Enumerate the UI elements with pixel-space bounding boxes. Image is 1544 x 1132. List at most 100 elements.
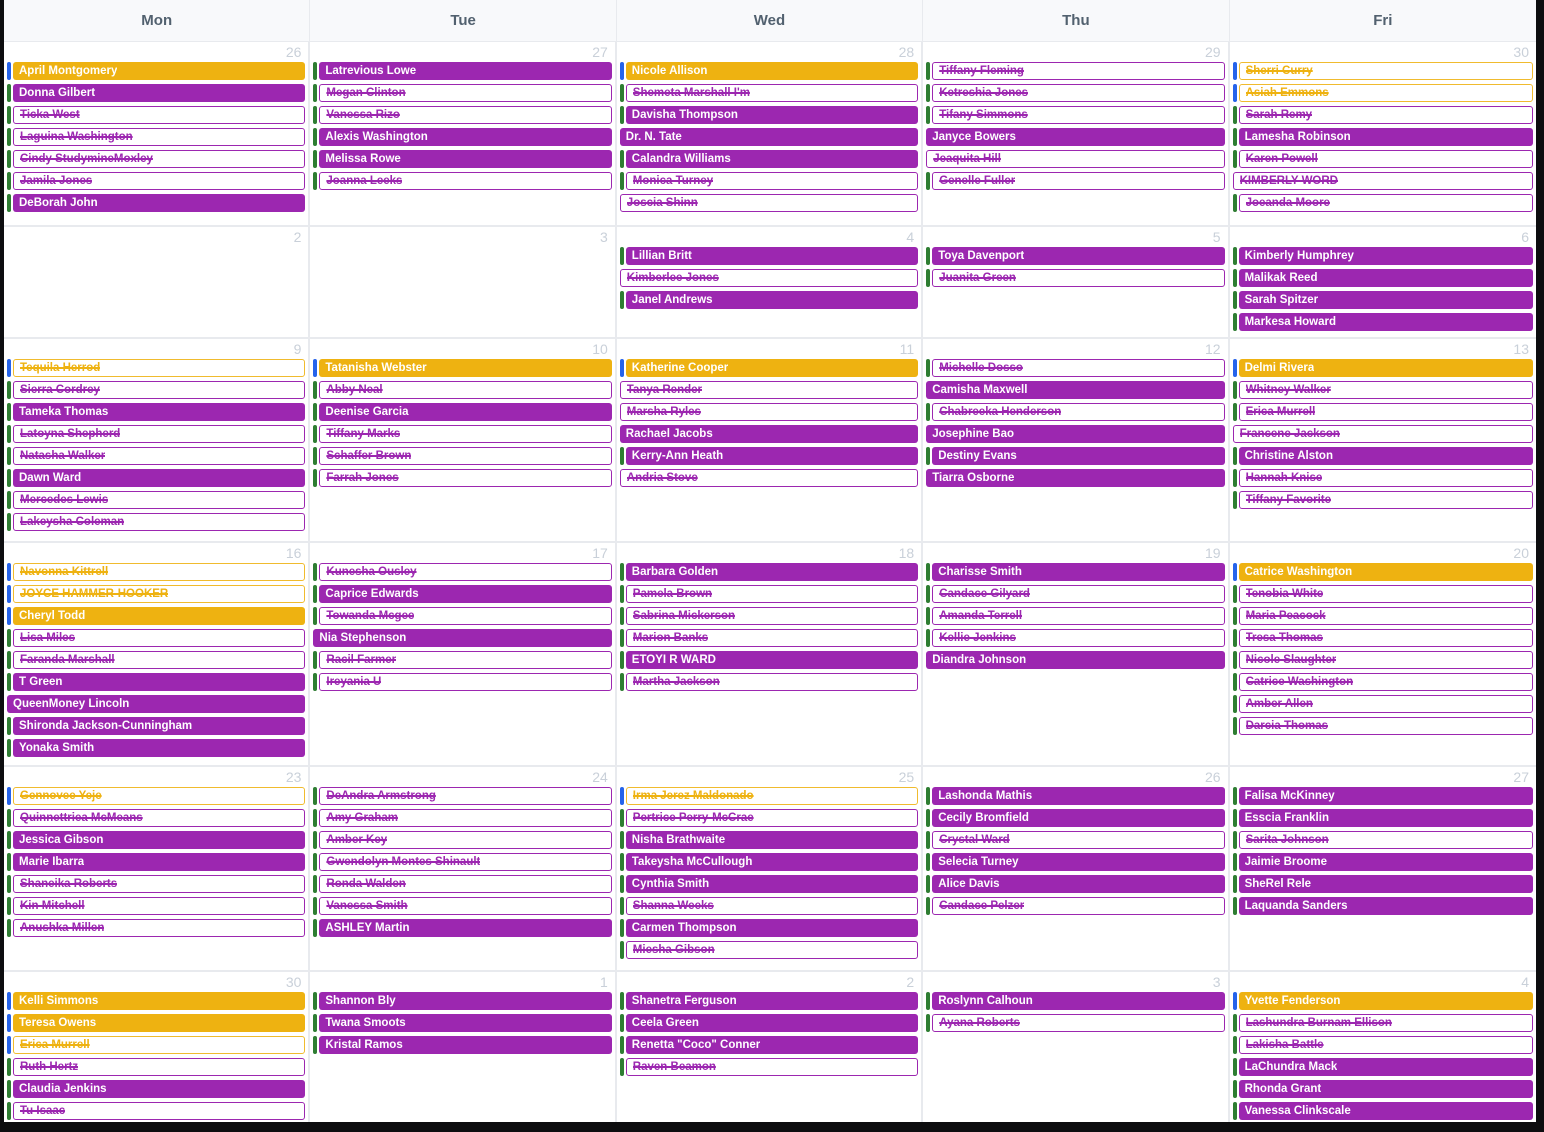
event-chip[interactable]: Diandra Johnson: [926, 651, 1225, 669]
event-chip[interactable]: Racil Farmer: [313, 651, 612, 669]
event-chip[interactable]: DeAndra Armstrong: [313, 787, 612, 805]
event-chip[interactable]: Amanda Terrell: [926, 607, 1225, 625]
event-chip[interactable]: Cecily Bromfield: [926, 809, 1225, 827]
day-cell[interactable]: 2: [4, 227, 311, 337]
event-chip[interactable]: Tequila Herrod: [7, 359, 306, 377]
day-cell[interactable]: 26 April Montgomery Donna Gilbert Ticka Wes…: [4, 42, 311, 225]
event-chip[interactable]: Lillian Britt: [619, 247, 919, 265]
event-chip[interactable]: Tatanisha Webster: [313, 359, 612, 377]
event-chip[interactable]: Ronda Walden: [313, 875, 612, 893]
event-chip[interactable]: Shaneika Roberts: [7, 875, 306, 893]
day-cell[interactable]: 28 Nicole Allison Shemeta Marshall I'm Davi…: [616, 42, 924, 225]
event-chip[interactable]: Raven Beamon: [619, 1058, 919, 1076]
event-chip[interactable]: Deenise Garcia: [313, 403, 612, 421]
event-chip[interactable]: Miesha Gibson: [619, 941, 919, 959]
event-chip[interactable]: Sarita Johnson: [1232, 831, 1533, 849]
event-chip[interactable]: Tresa Thomas: [1232, 629, 1533, 647]
event-chip[interactable]: Ireyania U: [313, 673, 612, 691]
event-chip[interactable]: Sabrina Mickerson: [619, 607, 919, 625]
day-cell[interactable]: 20 Catrice Washington Tenobia White Maria P…: [1229, 543, 1536, 765]
event-chip[interactable]: Crystal Ward: [926, 831, 1225, 849]
day-cell[interactable]: 11 Katherine Cooper Tanya Render Marsha Ryl…: [616, 339, 924, 541]
event-chip[interactable]: Cheryl Todd: [7, 607, 306, 625]
event-chip[interactable]: Melissa Rowe: [313, 150, 612, 168]
event-chip[interactable]: Sherri Curry: [1232, 62, 1533, 80]
event-chip[interactable]: Lisa Miles: [7, 629, 306, 647]
event-chip[interactable]: Genelle Fuller: [926, 172, 1225, 190]
event-chip[interactable]: QueenMoney Lincoln: [7, 695, 306, 713]
event-chip[interactable]: Dr. N. Tate: [619, 128, 919, 146]
day-cell[interactable]: 30 Sherri Curry Asiah Emmons Sarah Remy Lame…: [1229, 42, 1536, 225]
event-chip[interactable]: Yvette Fenderson: [1232, 992, 1533, 1010]
event-chip[interactable]: Joanna Leeks: [313, 172, 612, 190]
event-chip[interactable]: Amber Allen: [1232, 695, 1533, 713]
day-cell[interactable]: 6 Kimberly Humphrey Malikak Reed Sarah Spit…: [1229, 227, 1536, 337]
event-chip[interactable]: Navonna Kittrell: [7, 563, 306, 581]
event-chip[interactable]: Camisha Maxwell: [926, 381, 1225, 399]
event-chip[interactable]: Kelli Simmons: [7, 992, 306, 1010]
event-chip[interactable]: Kerry-Ann Heath: [619, 447, 919, 465]
event-chip[interactable]: Delmi Rivera: [1232, 359, 1533, 377]
event-chip[interactable]: Jamila Jones: [7, 172, 306, 190]
event-chip[interactable]: Pamela Brown: [619, 585, 919, 603]
event-chip[interactable]: Laquanda Sanders: [1232, 897, 1533, 915]
event-chip[interactable]: Farrah Jones: [313, 469, 612, 487]
event-chip[interactable]: Andria Stove: [619, 469, 919, 487]
event-chip[interactable]: Irma Jerez Maldonado: [619, 787, 919, 805]
event-chip[interactable]: Nicole Allison: [619, 62, 919, 80]
event-chip[interactable]: Michelle Dosso: [926, 359, 1225, 377]
event-chip[interactable]: Shironda Jackson-Cunningham: [7, 717, 306, 735]
event-chip[interactable]: Vanessa Smith: [313, 897, 612, 915]
event-chip[interactable]: Latoyna Shepherd: [7, 425, 306, 443]
event-chip[interactable]: Kunesha Ousley: [313, 563, 612, 581]
event-chip[interactable]: T Green: [7, 673, 306, 691]
event-chip[interactable]: Yonaka Smith: [7, 739, 306, 757]
day-cell[interactable]: 27 Latrevious Lowe Megan Clinton Vanessa Ri…: [310, 42, 617, 225]
day-cell[interactable]: 18 Barbara Golden Pamela Brown Sabrina Mick…: [616, 543, 924, 765]
event-chip[interactable]: Markesa Howard: [1232, 313, 1533, 331]
event-chip[interactable]: Teresa Owens: [7, 1014, 306, 1032]
event-chip[interactable]: Shanetra Ferguson: [619, 992, 919, 1010]
event-chip[interactable]: Megan Clinton: [313, 84, 612, 102]
day-cell[interactable]: 2 Shanetra Ferguson Ceela Green Renetta "Co…: [616, 972, 924, 1122]
event-chip[interactable]: Alexis Washington: [313, 128, 612, 146]
event-chip[interactable]: Schaffer Brown: [313, 447, 612, 465]
day-cell[interactable]: 13 Delmi Rivera Whitney Walker Erica Murrel…: [1229, 339, 1536, 541]
event-chip[interactable]: Charisse Smith: [926, 563, 1225, 581]
event-chip[interactable]: Shannon Bly: [313, 992, 612, 1010]
day-cell[interactable]: 30 Kelli Simmons Teresa Owens Erica Murrell…: [4, 972, 311, 1122]
event-chip[interactable]: Malikak Reed: [1232, 269, 1533, 287]
event-chip[interactable]: Tu Isaac: [7, 1102, 306, 1120]
day-cell[interactable]: 23 Gennovee Yeje Quinnettriea McMeans Jessi…: [4, 767, 311, 970]
event-chip[interactable]: Marsha Ryles: [619, 403, 919, 421]
event-chip[interactable]: Lamesha Robinson: [1232, 128, 1533, 146]
event-chip[interactable]: April Montgomery: [7, 62, 306, 80]
event-chip[interactable]: Catrice Washington: [1232, 563, 1533, 581]
event-chip[interactable]: Kimberlee Jones: [619, 269, 919, 287]
day-cell[interactable]: 1 Shannon Bly Twana Smoots Kristal Ramos: [310, 972, 617, 1122]
event-chip[interactable]: Nia Stephenson: [313, 629, 612, 647]
event-chip[interactable]: Donna Gilbert: [7, 84, 306, 102]
event-chip[interactable]: Cindy StudymineMoxley: [7, 150, 306, 168]
event-chip[interactable]: Nisha Brathwaite: [619, 831, 919, 849]
event-chip[interactable]: Esscia Franklin: [1232, 809, 1533, 827]
event-chip[interactable]: Calandra Williams: [619, 150, 919, 168]
event-chip[interactable]: Alice Davis: [926, 875, 1225, 893]
event-chip[interactable]: Shanna Weeks: [619, 897, 919, 915]
event-chip[interactable]: Vanessa Rizo: [313, 106, 612, 124]
event-chip[interactable]: ETOYI R WARD: [619, 651, 919, 669]
event-chip[interactable]: Twana Smoots: [313, 1014, 612, 1032]
event-chip[interactable]: Kristal Ramos: [313, 1036, 612, 1054]
event-chip[interactable]: Ceela Green: [619, 1014, 919, 1032]
event-chip[interactable]: Quinnettriea McMeans: [7, 809, 306, 827]
event-chip[interactable]: Erica Murrell: [7, 1036, 306, 1054]
event-chip[interactable]: Marion Banks: [619, 629, 919, 647]
event-chip[interactable]: Toya Davenport: [926, 247, 1225, 265]
event-chip[interactable]: LaChundra Mack: [1232, 1058, 1533, 1076]
event-chip[interactable]: Towanda Mcgee: [313, 607, 612, 625]
event-chip[interactable]: Amber Key: [313, 831, 612, 849]
event-chip[interactable]: Darcia Thomas: [1232, 717, 1533, 735]
event-chip[interactable]: Francene Jackson: [1232, 425, 1533, 443]
event-chip[interactable]: Joscia Shinn: [619, 194, 919, 212]
event-chip[interactable]: Carmen Thompson: [619, 919, 919, 937]
